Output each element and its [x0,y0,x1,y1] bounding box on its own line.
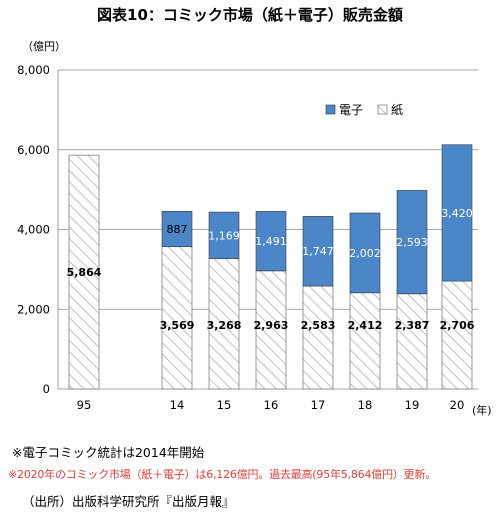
data-label-paper-16: 2,963 [254,319,289,332]
x-axis-unit-label: (年) [472,404,492,417]
legend-label-electronic: 電子 [339,103,363,117]
legend-swatch-paper [377,104,388,115]
data-label-paper-15: 3,268 [207,319,242,332]
x-tick-label: 95 [77,398,92,412]
x-tick-label: 15 [217,398,232,412]
bar-electronic-17 [302,216,334,287]
bar-electronic-20 [441,144,473,282]
data-label-electronic-18: 2,002 [349,247,381,260]
data-label-paper-17: 2,583 [301,319,336,332]
bar-paper-14 [161,246,193,390]
note-electronic-start: ※電子コミック統計は2014年開始 [12,445,205,460]
x-tick-label: 14 [170,398,185,412]
data-label-electronic-20: 3,420 [441,207,473,220]
y-tick-label: 2,000 [17,302,50,316]
y-tick-label: 0 [43,382,50,396]
bar-paper-17 [302,285,334,390]
x-tick-label: 16 [264,398,279,412]
x-tick-label: 17 [311,398,326,412]
bar-electronic-15 [208,211,240,259]
y-tick-label: 6,000 [17,143,50,157]
legend: 電子 紙 [325,102,403,117]
bar-electronic-18 [349,212,381,294]
bar-electronic-14 [161,211,193,247]
data-label-electronic-14: 887 [167,223,188,236]
data-label-paper-18: 2,412 [348,319,383,332]
bar-electronic-16 [255,211,287,272]
bars [68,144,473,390]
source-note: （出所）出版科学研究所『出版月報』 [22,494,235,509]
bar-paper-18 [349,292,381,390]
legend-label-paper: 紙 [391,102,403,117]
data-label-paper-95: 5,864 [67,266,102,279]
x-tick-label: 20 [450,398,465,412]
data-label-paper-14: 3,569 [160,319,195,332]
data-label-electronic-15: 1,169 [208,229,240,242]
x-tick-label: 19 [405,398,420,412]
x-axis-labels: 95 14 15 16 17 18 19 20 [77,398,465,412]
data-label-electronic-19: 2,593 [396,236,428,249]
bar-paper-20 [441,280,473,390]
note-2020-record: ※2020年のコミック市場（紙＋電子）は6,126億円。過去最高(95年5,86… [8,468,437,481]
bar-electronic-19 [396,190,428,295]
data-label-paper-20: 2,706 [440,319,475,332]
data-label-electronic-17: 1,747 [302,245,334,258]
bar-paper-95 [68,154,100,390]
data-label-electronic-16: 1,491 [255,235,287,248]
x-tick-label: 18 [358,398,373,412]
bar-paper-19 [396,293,428,390]
y-tick-label: 4,000 [17,223,50,237]
chart-title: 図表10：コミック市場（紙＋電子）販売金額 [97,6,403,24]
y-axis-unit-label: （億円） [22,40,66,53]
data-labels: 5,864 3,569 887 3,268 1,169 2,963 1,491 2,583 1,… [67,207,475,332]
y-tick-label: 8,000 [17,63,50,77]
data-label-paper-19: 2,387 [395,319,430,332]
bar-paper-16 [255,270,287,390]
legend-swatch-electronic [325,104,336,115]
